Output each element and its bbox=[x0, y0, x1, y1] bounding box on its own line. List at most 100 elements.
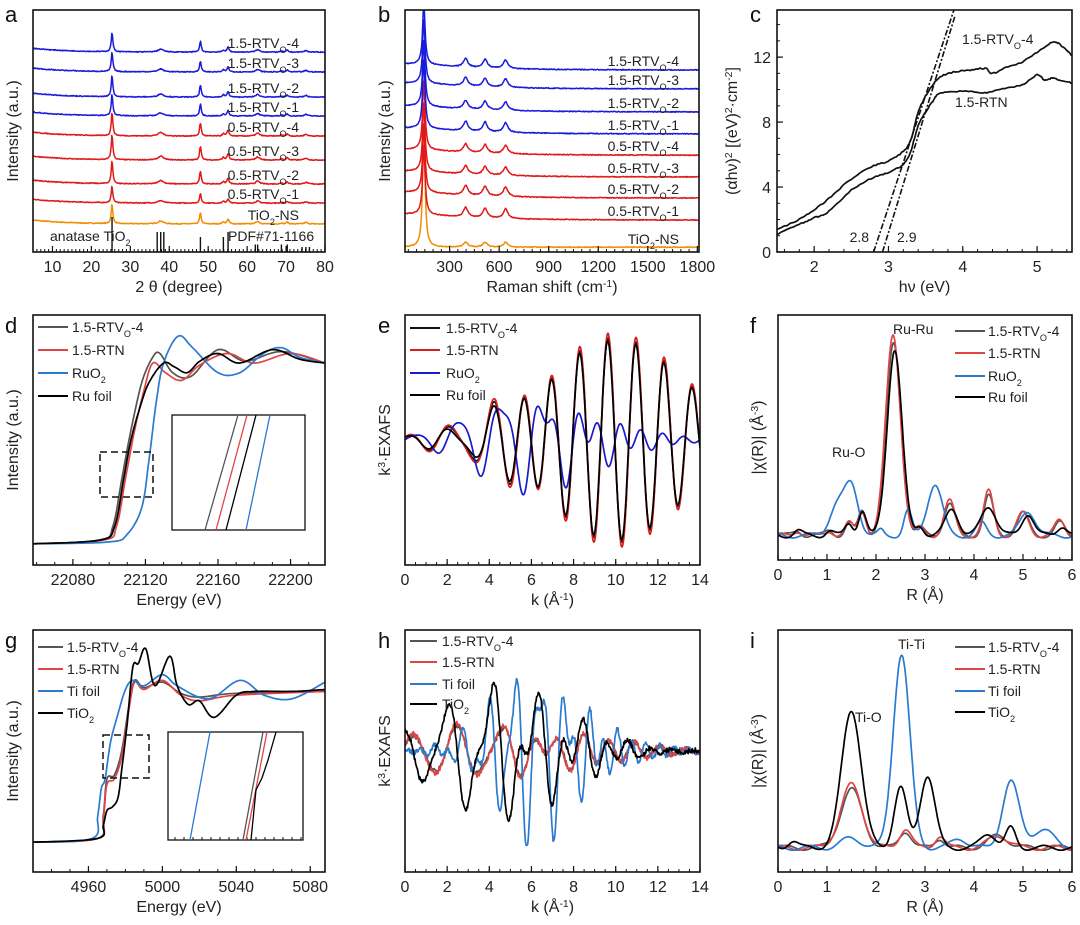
y-axis-label: Intensity (a.u.) bbox=[377, 80, 394, 181]
legend-item: 1.5-RTN bbox=[410, 342, 499, 358]
series-line-0 bbox=[777, 41, 1072, 231]
panel-label: i bbox=[750, 628, 755, 653]
panel-e: 0 2 4 6 8 10 12 14 k (Å-1) k3·EXAFS e 1.5-RTVO-4 1.5… bbox=[377, 313, 710, 609]
x-tick-label: 2 bbox=[443, 572, 452, 589]
x-tick-label: 10 bbox=[607, 879, 625, 896]
plot-area bbox=[778, 654, 1072, 852]
inset-line bbox=[215, 414, 248, 531]
legend-label: RuO2 bbox=[446, 365, 480, 385]
panel-g: 4960 5000 5040 5080 Energy (eV) Intensity (a.… bbox=[5, 628, 328, 916]
legend-label: 1.5-RTN bbox=[442, 654, 495, 670]
x-tick-label: 4 bbox=[485, 572, 494, 589]
x-tick-label: 6 bbox=[1068, 879, 1077, 896]
panel-label: d bbox=[5, 313, 17, 338]
series-line-2 bbox=[778, 654, 1072, 852]
legend-item: Ti foil bbox=[38, 683, 100, 699]
series-line-3 bbox=[33, 134, 325, 162]
x-tick-label: 1 bbox=[823, 567, 832, 584]
series-line-1 bbox=[405, 145, 699, 222]
legend-label: 1.5-RTN bbox=[72, 342, 125, 358]
x-tick-label: 3 bbox=[921, 567, 930, 584]
inset-line bbox=[250, 731, 277, 841]
legend-item: RuO2 bbox=[410, 365, 480, 385]
x-tick-label: 4 bbox=[970, 879, 979, 896]
panel-b: 300 600 900 1200 1500 1800 Raman shift (cm-1) I… bbox=[377, 2, 715, 296]
x-tick-label: 5000 bbox=[145, 879, 181, 896]
plot-frame bbox=[32, 314, 326, 566]
series-line-0 bbox=[33, 348, 325, 545]
x-tick-label: 1200 bbox=[580, 259, 616, 276]
y-tick-label: 0 bbox=[762, 245, 771, 262]
y-tick-label: 4 bbox=[762, 180, 771, 197]
legend-label: RuO2 bbox=[988, 368, 1022, 388]
legend-label: Ti foil bbox=[442, 676, 475, 692]
x-tick-label: 1500 bbox=[630, 259, 666, 276]
panel-h: 0 2 4 6 8 10 12 14 k (Å-1) k3·EXAFS h 1.5-RTVO-41.5… bbox=[377, 628, 710, 916]
series-label: 1.5-RTVO-4 bbox=[228, 35, 300, 55]
series-line-5 bbox=[33, 94, 325, 118]
legend-item: 1.5-RTN bbox=[955, 661, 1041, 677]
x-tick-label: 2 bbox=[872, 567, 881, 584]
plot-frame bbox=[32, 9, 326, 253]
legend-item: TiO2 bbox=[955, 704, 1015, 724]
series-line-7 bbox=[33, 51, 325, 74]
y-tick-label: 12 bbox=[753, 50, 771, 67]
legend-label: 1.5-RTVO-4 bbox=[988, 323, 1060, 343]
x-tick-label: 80 bbox=[316, 259, 334, 276]
y-axis-label: Intensity (a.u.) bbox=[5, 389, 22, 490]
x-tick-label: 6 bbox=[527, 572, 536, 589]
x-tick-label: 3 bbox=[921, 879, 930, 896]
x-tick-label: 30 bbox=[121, 259, 139, 276]
series-line-6 bbox=[33, 75, 325, 99]
peak-annotation: Ti-O bbox=[855, 709, 882, 725]
x-axis-label: k (Å-1) bbox=[531, 897, 574, 916]
x-tick-label: 50 bbox=[199, 259, 217, 276]
inset-line bbox=[204, 414, 239, 531]
legend-label: 1.5-RTN bbox=[67, 661, 120, 677]
panel-label: c bbox=[750, 2, 761, 27]
x-tick-label: 12 bbox=[649, 572, 667, 589]
series-line-7 bbox=[405, 19, 699, 90]
series-line-1 bbox=[778, 781, 1072, 852]
legend-label: TiO2 bbox=[442, 696, 469, 716]
y-axis-label: (αhν)2 [(eV)2·cm-2] bbox=[724, 67, 742, 195]
x-tick-label: 6 bbox=[527, 879, 536, 896]
legend-item: Ru foil bbox=[410, 387, 486, 403]
series-line-3 bbox=[33, 647, 325, 844]
tangent-intercept-label: 2.9 bbox=[897, 229, 917, 245]
x-tick-label: 12 bbox=[649, 879, 667, 896]
x-tick-label: 0 bbox=[401, 879, 410, 896]
series-label: TiO2-NS bbox=[628, 231, 679, 251]
x-tick-label: 3 bbox=[884, 259, 893, 276]
legend-label: Ru foil bbox=[446, 387, 486, 403]
x-tick-label: 0 bbox=[401, 572, 410, 589]
series-line-8 bbox=[33, 32, 325, 54]
x-axis-label: hν (eV) bbox=[899, 279, 951, 296]
x-tick-label: 70 bbox=[277, 259, 295, 276]
series-line-1 bbox=[33, 352, 325, 545]
legend-label: 1.5-RTN bbox=[988, 345, 1041, 361]
legend-label: Ru foil bbox=[988, 389, 1028, 405]
series-line-8 bbox=[405, 10, 699, 72]
legend-item: 1.5-RTN bbox=[38, 342, 125, 358]
peak-annotation: Ru-Ru bbox=[893, 321, 933, 337]
x-tick-label: 5 bbox=[1019, 567, 1028, 584]
panel-label: a bbox=[5, 2, 18, 27]
x-axis-label: Raman shift (cm-1) bbox=[486, 279, 617, 297]
series-line-1 bbox=[405, 332, 700, 548]
legend-item: TiO2 bbox=[38, 705, 94, 725]
series-label: 1.5-RTVO-3 bbox=[228, 55, 300, 75]
x-tick-label: 10 bbox=[607, 572, 625, 589]
x-tick-label: 10 bbox=[44, 259, 62, 276]
series-label: 1.5-RTVO-1 bbox=[228, 99, 300, 119]
panel-label: e bbox=[378, 313, 390, 338]
plot-area bbox=[405, 10, 699, 249]
x-axis-label: R (Å) bbox=[906, 585, 943, 604]
x-axis-label: Energy (eV) bbox=[136, 592, 221, 609]
series-line-1 bbox=[777, 73, 1072, 236]
inset-line bbox=[242, 731, 264, 841]
legend-label: 1.5-RTVO-4 bbox=[67, 639, 139, 659]
series-line-2 bbox=[405, 405, 700, 496]
x-tick-label: 2 bbox=[810, 259, 819, 276]
